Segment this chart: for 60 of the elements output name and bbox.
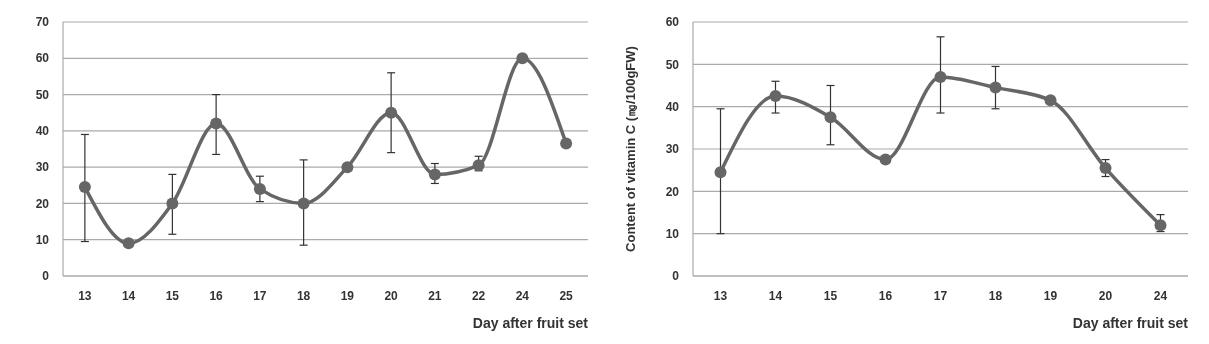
point (210, 117, 223, 130)
point (824, 111, 837, 124)
x-tick-label: 14 (768, 289, 783, 303)
x-axis-title: Day after fruit set (472, 315, 589, 331)
point (516, 52, 529, 65)
x-tick-label: 18 (296, 289, 311, 303)
point (78, 181, 91, 194)
y-tick-label: 0 (672, 269, 680, 284)
y-tick-label: 40 (35, 124, 50, 139)
x-tick-label: 19 (340, 289, 355, 303)
y-tick-label: 30 (35, 160, 50, 175)
y-tick-label: 60 (665, 15, 680, 30)
y-tick-label: 60 (35, 51, 50, 66)
x-axis-title: Day after fruit set (1072, 315, 1189, 331)
x-tick-label: 24 (1153, 289, 1168, 303)
x-tick-label: 24 (515, 289, 530, 303)
x-tick-label: 22 (471, 289, 486, 303)
point (122, 237, 135, 250)
point (472, 159, 485, 172)
point (989, 81, 1002, 94)
x-tick-label: 20 (384, 289, 399, 303)
point (560, 137, 573, 150)
y-tick-label: 10 (665, 226, 680, 241)
point (253, 182, 266, 195)
point (297, 197, 310, 210)
y-tick-label: 20 (35, 196, 50, 211)
x-tick-label: 15 (165, 289, 180, 303)
point (934, 71, 947, 84)
x-tick-label: 14 (121, 289, 136, 303)
x-tick-label: 17 (933, 289, 948, 303)
x-tick-label: 16 (209, 289, 224, 303)
point (428, 168, 441, 181)
point (166, 197, 179, 210)
y-tick-label: 20 (665, 184, 680, 199)
y-tick-label: 0 (42, 269, 50, 284)
x-tick-label: 21 (428, 289, 442, 303)
y-tick-label: 70 (35, 15, 50, 30)
y-tick-label: 30 (665, 142, 680, 157)
point (714, 166, 727, 179)
x-tick-label: 16 (878, 289, 893, 303)
y-tick-label: 40 (665, 99, 680, 114)
point (1044, 94, 1057, 107)
point (385, 106, 398, 119)
y-tick-label: 50 (665, 57, 680, 72)
point (1099, 162, 1112, 175)
x-tick-label: 25 (559, 289, 574, 303)
point (1154, 219, 1167, 232)
y-axis-title: Content of vitamin C (㎎/100gFW) (623, 46, 638, 252)
y-tick-label: 50 (35, 87, 50, 102)
x-tick-label: 19 (1043, 289, 1058, 303)
x-tick-label: 17 (253, 289, 267, 303)
x-tick-label: 20 (1098, 289, 1113, 303)
point (341, 161, 354, 174)
x-tick-label: 15 (823, 289, 838, 303)
x-tick-label: 18 (988, 289, 1003, 303)
point (769, 90, 782, 103)
point (879, 153, 892, 166)
x-tick-label: 13 (713, 289, 728, 303)
y-tick-label: 10 (35, 232, 50, 247)
x-tick-label: 13 (78, 289, 92, 303)
